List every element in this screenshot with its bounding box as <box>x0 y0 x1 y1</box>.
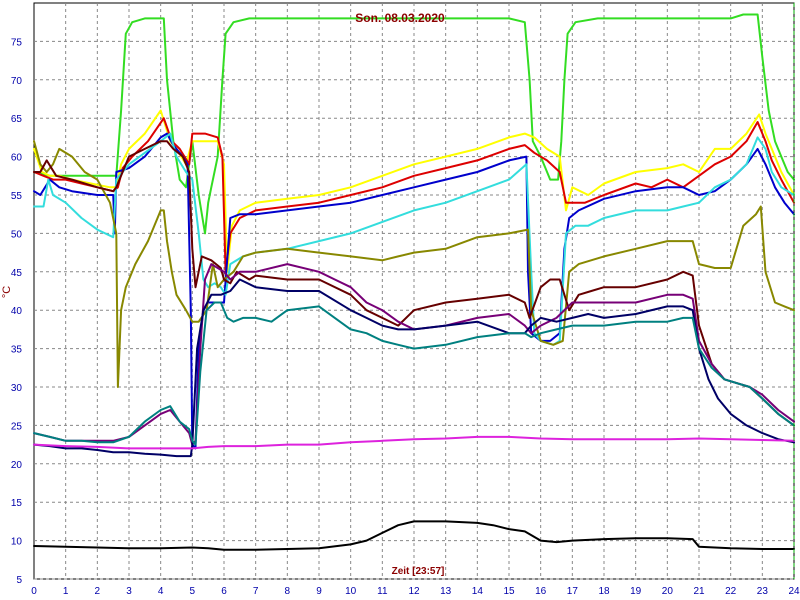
x-tick-label: 14 <box>472 586 484 597</box>
x-tick-label: 19 <box>630 586 642 597</box>
x-axis-label: Zeit [23:57] <box>392 566 445 577</box>
y-tick-label: 75 <box>11 37 23 48</box>
x-tick-label: 17 <box>567 586 579 597</box>
x-tick-label: 6 <box>221 586 227 597</box>
y-tick-label: 10 <box>11 537 23 548</box>
x-tick-label: 16 <box>535 586 547 597</box>
series-line-10 <box>33 301 795 446</box>
x-tick-label: 23 <box>757 586 769 597</box>
x-tick-label: 20 <box>662 586 674 597</box>
y-tick-label: 70 <box>11 76 23 87</box>
series-line-2 <box>33 109 795 273</box>
x-tick-label: 9 <box>316 586 322 597</box>
x-tick-label: 13 <box>440 586 452 597</box>
y-tick-label: 5 <box>16 575 22 586</box>
y-tick-label: 15 <box>11 498 23 509</box>
x-tick-label: 1 <box>63 586 69 597</box>
series-line-6 <box>33 140 795 388</box>
x-tick-label: 8 <box>285 586 291 597</box>
x-axis: 0 1 2 3 4 5 6 7 8 9 10 11 12 13 14 15 16 17 18 19 20 21 22 23 24 <box>31 586 800 597</box>
series-line-11 <box>33 435 795 450</box>
y-tick-label: 35 <box>11 345 23 356</box>
x-tick-label: 3 <box>126 586 132 597</box>
x-tick-label: 22 <box>725 586 737 597</box>
y-tick-label: 60 <box>11 153 23 164</box>
y-tick-label: 40 <box>11 306 23 317</box>
x-tick-label: 5 <box>190 586 196 597</box>
chart-title: Son. 08.03.2020 <box>355 11 445 25</box>
x-tick-label: 7 <box>253 586 259 597</box>
y-tick-label: 20 <box>11 460 23 471</box>
x-tick-label: 12 <box>408 586 420 597</box>
y-tick-label: 30 <box>11 383 23 394</box>
y-tick-label: 50 <box>11 229 23 240</box>
x-tick-label: 2 <box>95 586 101 597</box>
x-tick-label: 18 <box>598 586 610 597</box>
grid <box>34 3 794 580</box>
y-axis: 5 10 15 20 25 30 35 40 45 50 55 60 65 70 75 <box>11 37 23 586</box>
series-line-8 <box>33 263 795 446</box>
series-line-1 <box>33 13 795 235</box>
y-tick-label: 45 <box>11 268 23 279</box>
y-axis-label: °C <box>1 286 13 298</box>
x-tick-label: 4 <box>158 586 164 597</box>
series-line-5 <box>33 132 795 346</box>
x-tick-label: 0 <box>31 586 37 597</box>
x-tick-label: 24 <box>788 586 800 597</box>
x-tick-label: 11 <box>377 586 388 597</box>
x-tick-label: 15 <box>503 586 515 597</box>
y-tick-label: 65 <box>11 114 23 125</box>
series-line-9 <box>33 278 795 458</box>
x-tick-label: 21 <box>693 586 705 597</box>
x-tick-label: 10 <box>345 586 357 597</box>
y-tick-label: 25 <box>11 421 23 432</box>
y-tick-label: 55 <box>11 191 23 202</box>
series-line-4 <box>33 132 795 450</box>
series-layer <box>33 13 795 551</box>
series-line-7 <box>33 140 795 427</box>
series-line-12 <box>33 520 795 551</box>
